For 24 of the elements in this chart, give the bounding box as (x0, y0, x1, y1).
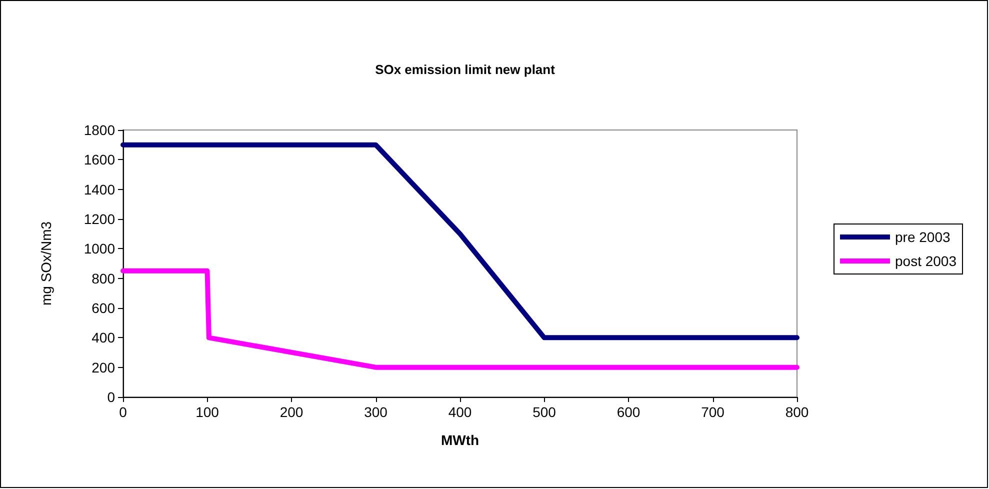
x-tick-label: 800 (785, 404, 809, 420)
x-axis-title: MWth (440, 432, 480, 448)
x-tick-label: 100 (196, 404, 220, 420)
y-tick-label: 1200 (84, 211, 116, 227)
x-tick-label: 400 (448, 404, 472, 420)
x-tick-label: 600 (616, 404, 640, 420)
x-tick-label: 300 (364, 404, 388, 420)
legend-label: pre 2003 (895, 229, 950, 245)
y-tick-label: 200 (92, 359, 116, 376)
legend-label: post 2003 (895, 253, 957, 269)
y-tick-label: 400 (92, 330, 116, 346)
y-tick-label: 1800 (84, 122, 116, 138)
y-axis-title: mg SOx/Nm3 (38, 221, 54, 306)
chart-title: SOx emission limit new plant (375, 62, 556, 77)
y-tick-label: 1000 (84, 240, 116, 257)
x-tick-label: 500 (532, 404, 556, 420)
y-tick-label: 800 (92, 270, 116, 286)
x-tick-label: 0 (119, 404, 128, 420)
y-tick-label: 600 (92, 300, 116, 316)
x-tick-label: 700 (701, 404, 725, 420)
x-tick-label: 200 (280, 404, 304, 420)
y-tick-label: 1600 (84, 152, 116, 168)
y-tick-label: 1400 (84, 181, 116, 198)
y-tick-label: 0 (107, 389, 116, 405)
